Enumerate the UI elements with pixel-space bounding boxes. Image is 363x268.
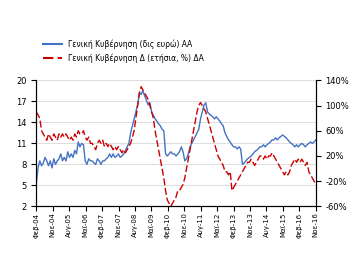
Legend: Γενική Κυβέρνηση (δις ευρώ) ΑΑ, Γενική Κυβέρνηση Δ (ετήσια, %) ΔΑ: Γενική Κυβέρνηση (δις ευρώ) ΑΑ, Γενική Κ… bbox=[40, 36, 207, 66]
